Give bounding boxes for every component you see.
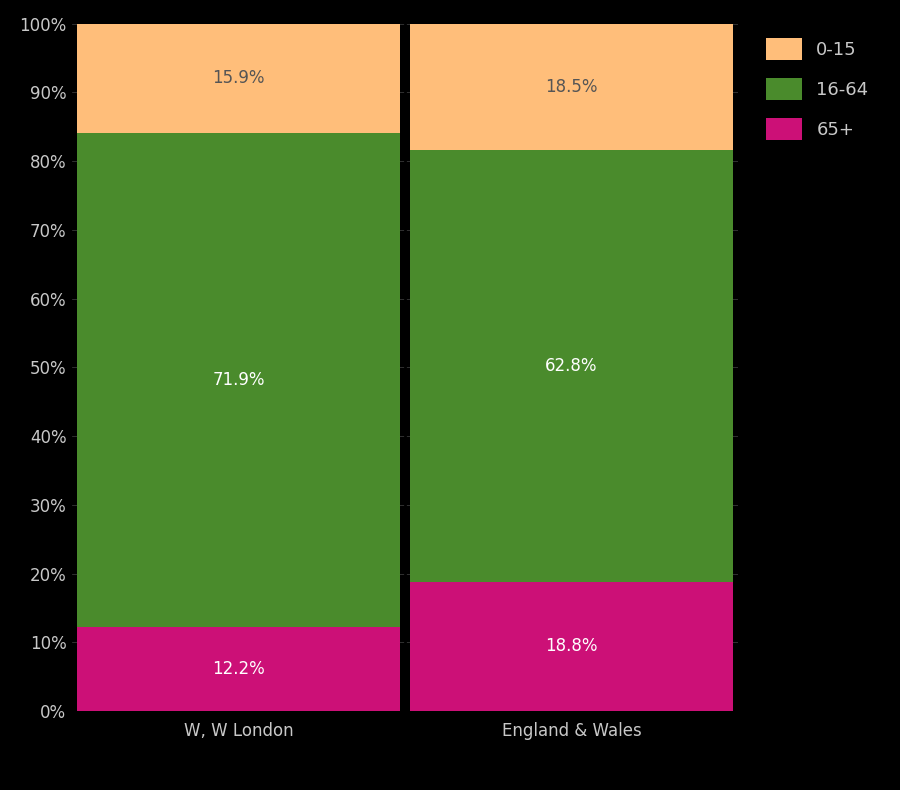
Text: 62.8%: 62.8% xyxy=(545,357,598,375)
Text: 15.9%: 15.9% xyxy=(212,70,265,88)
Bar xyxy=(77,24,400,133)
Text: 18.5%: 18.5% xyxy=(545,77,598,96)
Legend: 0-15, 16-64, 65+: 0-15, 16-64, 65+ xyxy=(760,32,874,146)
Bar xyxy=(410,150,733,581)
Text: 12.2%: 12.2% xyxy=(212,660,265,678)
Bar xyxy=(77,133,400,627)
Bar xyxy=(410,581,733,711)
Bar xyxy=(410,23,733,150)
Text: 18.8%: 18.8% xyxy=(545,638,598,656)
Bar xyxy=(77,627,400,711)
Text: 71.9%: 71.9% xyxy=(212,371,265,389)
